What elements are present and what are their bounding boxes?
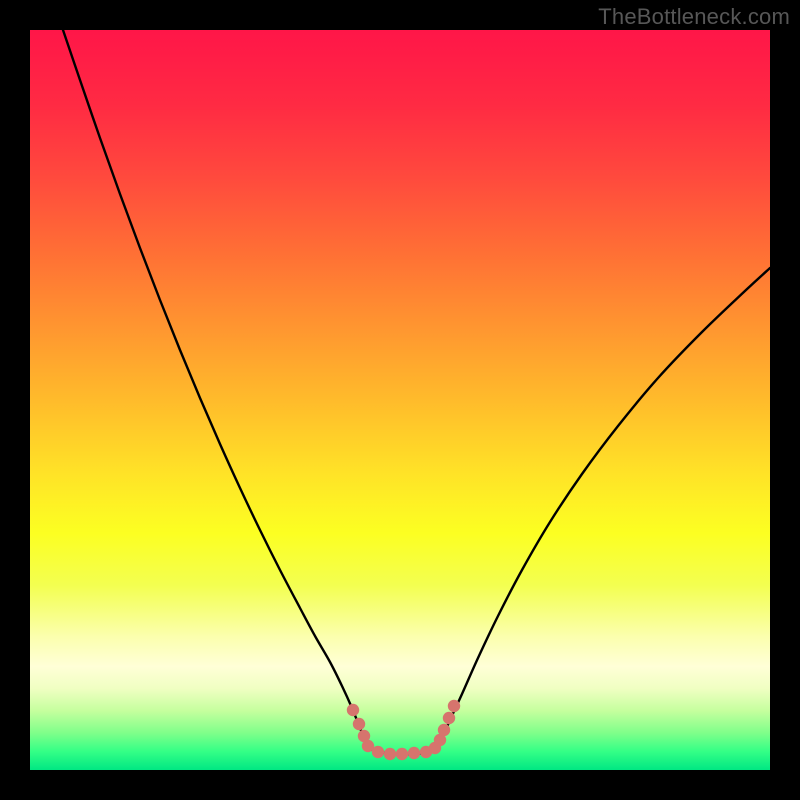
frame-left xyxy=(0,0,30,800)
v-curve xyxy=(63,30,770,754)
marker-group xyxy=(347,700,460,760)
watermark-text: TheBottleneck.com xyxy=(598,4,790,30)
frame-bottom xyxy=(0,770,800,800)
curve-marker xyxy=(353,718,365,730)
curve-marker xyxy=(448,700,460,712)
chart-svg xyxy=(30,30,770,770)
curve-marker xyxy=(384,748,396,760)
curve-marker xyxy=(408,747,420,759)
curve-marker xyxy=(443,712,455,724)
curve-marker xyxy=(372,746,384,758)
curve-marker xyxy=(396,748,408,760)
curve-marker xyxy=(347,704,359,716)
frame-right xyxy=(770,0,800,800)
curve-marker xyxy=(438,724,450,736)
plot-area xyxy=(30,30,770,770)
